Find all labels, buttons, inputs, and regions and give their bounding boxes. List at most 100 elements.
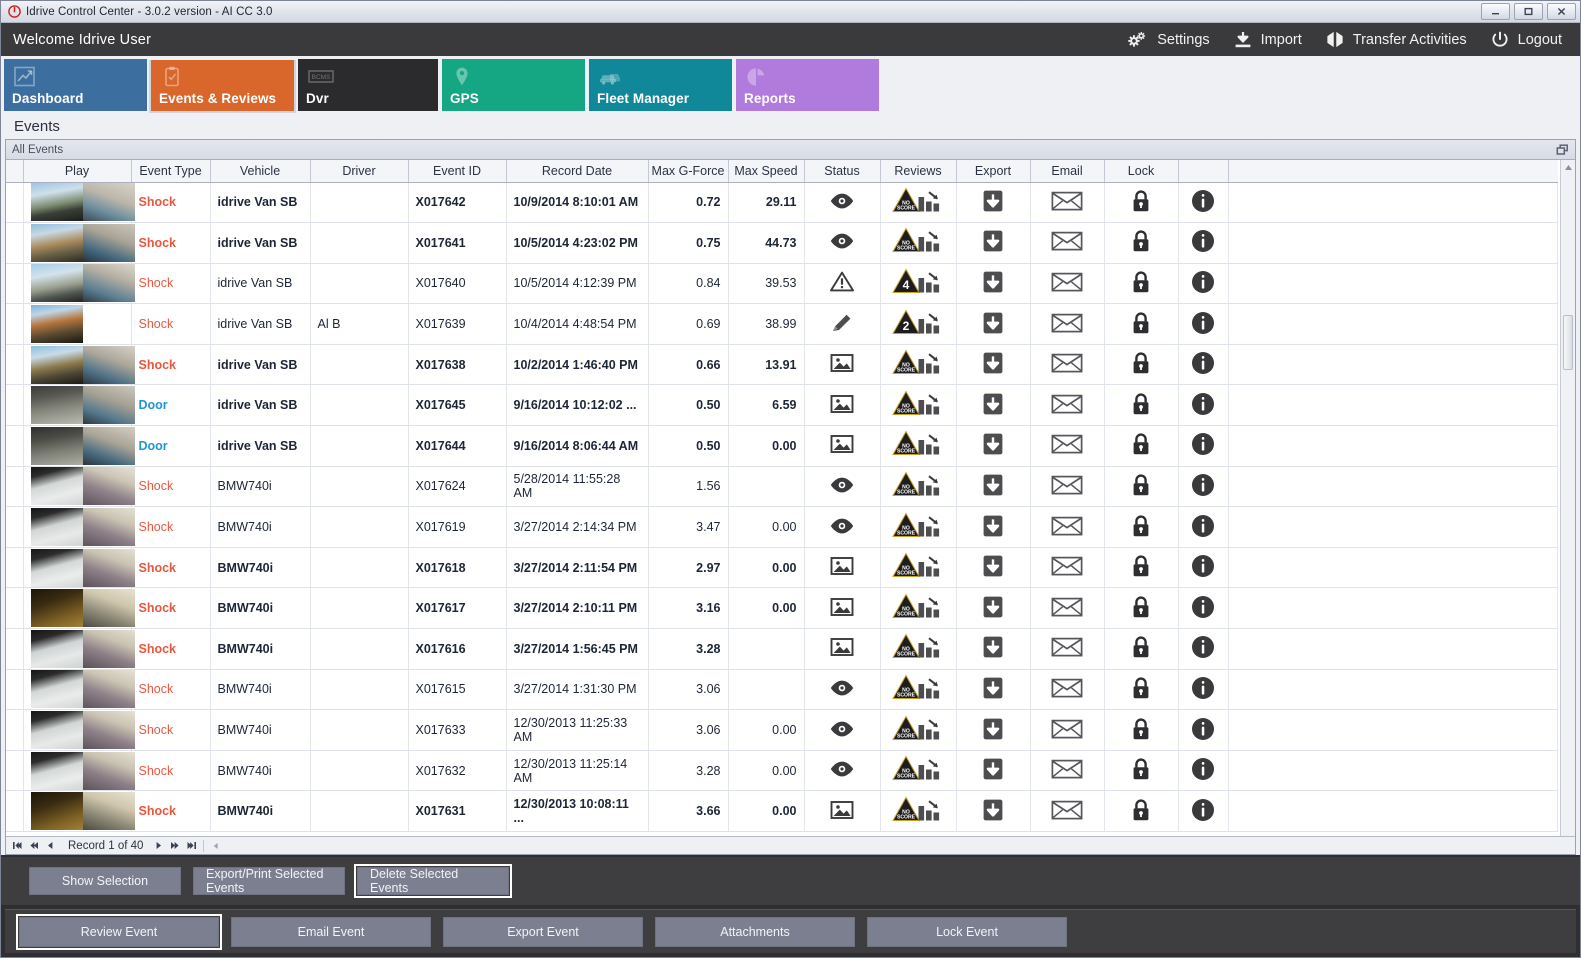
padlock-icon[interactable] — [1112, 229, 1171, 253]
thumbnail-road-camera[interactable] — [30, 467, 83, 506]
horizontal-scroll-left-icon[interactable] — [208, 838, 224, 854]
close-button[interactable] — [1547, 3, 1576, 20]
cell-lock[interactable] — [1104, 750, 1179, 792]
thumbnail-cabin-camera[interactable] — [82, 264, 135, 303]
cell-lock[interactable] — [1104, 222, 1179, 264]
download-box-icon[interactable] — [964, 189, 1023, 213]
scroll-up-icon[interactable] — [1561, 160, 1575, 175]
cell-reviews[interactable]: NO SCORE — [880, 790, 957, 832]
info-circle-icon[interactable] — [1186, 229, 1221, 253]
download-box-icon[interactable] — [964, 311, 1023, 335]
email-event-button[interactable]: Email Event — [231, 916, 431, 947]
padlock-icon[interactable] — [1112, 717, 1171, 741]
download-box-icon[interactable] — [964, 432, 1023, 456]
review-score-icon[interactable]: NO SCORE — [888, 430, 949, 458]
cell-info[interactable] — [1178, 182, 1229, 224]
table-row[interactable]: Shock idrive Van SB X017638 10/2/2014 1:46:… — [6, 344, 1558, 386]
download-box-icon[interactable] — [964, 595, 1023, 619]
row-play-thumbnails[interactable] — [23, 384, 135, 427]
cell-export[interactable] — [956, 425, 1031, 467]
row-select-indicator[interactable] — [6, 222, 24, 264]
cell-email[interactable] — [1030, 425, 1105, 467]
eye-icon[interactable] — [812, 476, 873, 494]
nav-tab-dvr[interactable]: BCMS Dvr — [298, 59, 438, 111]
cell-reviews[interactable]: NO SCORE — [880, 547, 957, 589]
padlock-icon[interactable] — [1112, 432, 1171, 456]
envelope-icon[interactable] — [1038, 677, 1097, 699]
eye-icon[interactable] — [812, 517, 873, 535]
table-row[interactable]: Shock BMW740i X017617 3/27/2014 2:10:11 PM 3… — [6, 587, 1558, 630]
cell-info[interactable] — [1178, 750, 1229, 792]
thumbnail-road-camera[interactable] — [30, 548, 83, 587]
col-max-gforce[interactable]: Max G-Force — [648, 160, 729, 183]
review-score-icon[interactable]: NO SCORE — [888, 796, 949, 824]
cell-lock[interactable] — [1104, 669, 1179, 711]
thumbnail-road-camera[interactable] — [30, 751, 83, 790]
cell-email[interactable] — [1030, 709, 1105, 751]
info-circle-icon[interactable] — [1186, 432, 1221, 456]
envelope-icon[interactable] — [1038, 596, 1097, 618]
padlock-icon[interactable] — [1112, 311, 1171, 335]
cell-status[interactable] — [804, 506, 881, 548]
review-score-icon[interactable]: NO SCORE — [888, 552, 949, 580]
row-play-thumbnails[interactable] — [23, 750, 135, 792]
cell-reviews[interactable]: NO SCORE — [880, 709, 957, 751]
col-lock[interactable]: Lock — [1104, 160, 1179, 183]
cell-status[interactable] — [804, 344, 881, 386]
thumbnail-cabin-camera[interactable] — [82, 751, 135, 790]
row-play-thumbnails[interactable] — [23, 182, 135, 224]
review-score-icon[interactable]: NO SCORE — [888, 714, 949, 743]
row-select-indicator[interactable] — [6, 425, 24, 467]
download-box-icon[interactable] — [964, 717, 1023, 741]
row-select-indicator[interactable] — [6, 182, 24, 224]
envelope-icon[interactable] — [1038, 352, 1097, 374]
envelope-icon[interactable] — [1038, 230, 1097, 252]
image-icon[interactable] — [812, 597, 873, 617]
maximize-button[interactable] — [1514, 3, 1543, 20]
thumbnail-road-camera[interactable] — [30, 508, 83, 547]
review-score-icon[interactable]: 2 — [888, 309, 949, 337]
cell-email[interactable] — [1030, 587, 1105, 630]
cell-email[interactable] — [1030, 628, 1105, 670]
cell-lock[interactable] — [1104, 790, 1179, 832]
thumbnail-road-camera[interactable] — [30, 792, 83, 831]
review-score-icon[interactable]: NO SCORE — [888, 674, 949, 702]
review-score-icon[interactable]: NO SCORE — [888, 349, 949, 377]
cell-status[interactable] — [804, 466, 881, 508]
cell-export[interactable] — [956, 587, 1031, 630]
cell-export[interactable] — [956, 709, 1031, 751]
padlock-icon[interactable] — [1112, 189, 1171, 213]
thumbnail-cabin-camera[interactable] — [82, 386, 135, 425]
thumbnail-cabin-camera[interactable] — [83, 305, 135, 343]
cell-lock[interactable] — [1104, 182, 1179, 224]
envelope-icon[interactable] — [1038, 190, 1097, 212]
cell-export[interactable] — [956, 303, 1031, 345]
review-score-icon[interactable]: NO SCORE — [888, 755, 949, 783]
nav-tab-dashboard[interactable]: Dashboard — [4, 59, 147, 111]
cell-status[interactable] — [804, 303, 881, 345]
review-score-icon[interactable]: 4 — [888, 268, 949, 296]
envelope-icon[interactable] — [1038, 515, 1097, 537]
info-circle-icon[interactable] — [1186, 554, 1221, 578]
envelope-icon[interactable] — [1038, 758, 1097, 780]
download-box-icon[interactable] — [964, 270, 1023, 294]
info-circle-icon[interactable] — [1186, 270, 1221, 294]
row-play-thumbnails[interactable] — [23, 709, 135, 751]
minimize-button[interactable] — [1481, 3, 1510, 20]
review-score-icon[interactable]: NO SCORE — [888, 227, 949, 255]
cell-status[interactable] — [804, 263, 881, 305]
cell-info[interactable] — [1178, 547, 1229, 589]
cell-info[interactable] — [1178, 790, 1229, 832]
cell-info[interactable] — [1178, 263, 1229, 305]
cell-lock[interactable] — [1104, 425, 1179, 467]
cell-export[interactable] — [956, 466, 1031, 508]
table-row[interactable]: Shock BMW740i X017619 3/27/2014 2:14:34 PM 3… — [6, 506, 1558, 548]
thumbnail-road-camera[interactable] — [30, 264, 83, 303]
cell-reviews[interactable]: NO SCORE — [880, 384, 957, 427]
info-circle-icon[interactable] — [1186, 392, 1221, 416]
row-play-thumbnails[interactable] — [23, 628, 135, 670]
thumbnail-road-camera[interactable] — [30, 711, 83, 750]
info-circle-icon[interactable] — [1186, 635, 1221, 659]
review-score-icon[interactable]: NO SCORE — [888, 390, 949, 418]
info-circle-icon[interactable] — [1186, 757, 1221, 781]
